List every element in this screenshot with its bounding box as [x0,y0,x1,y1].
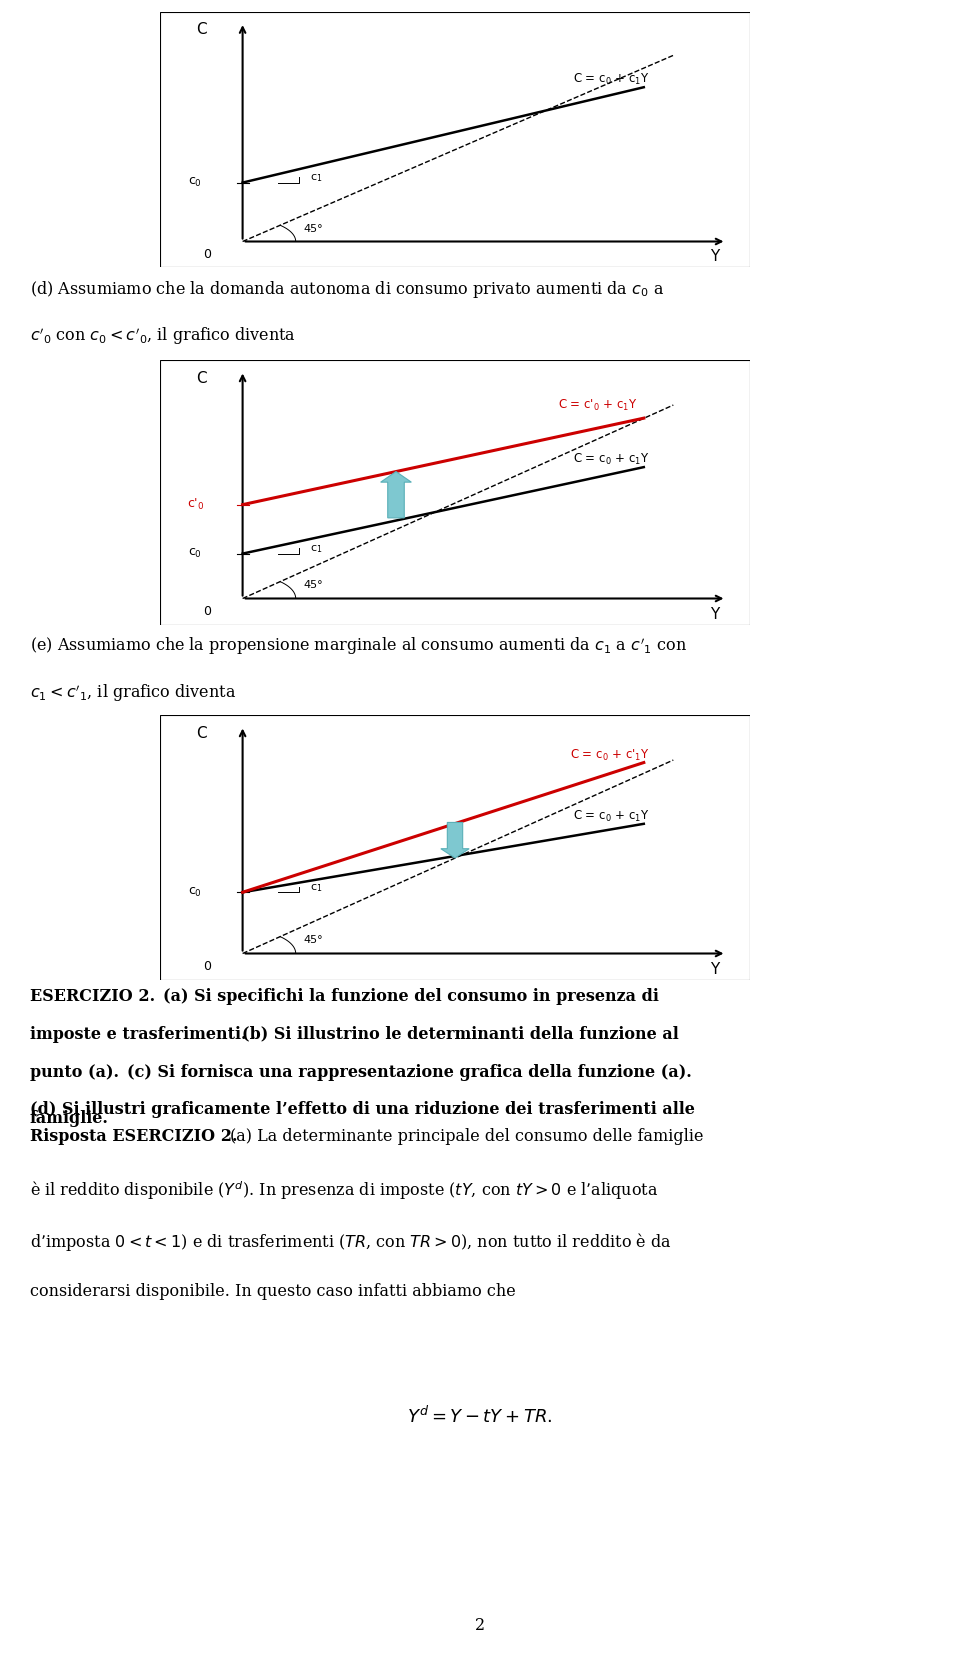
Text: imposte e trasferimenti.: imposte e trasferimenti. [30,1025,247,1042]
Text: d’imposta $0 < t < 1$) e di trasferimenti ($TR$, con $TR > 0$), non tutto il red: d’imposta $0 < t < 1$) e di trasferiment… [30,1231,672,1254]
Text: ESERCIZIO 2.: ESERCIZIO 2. [30,987,156,1006]
Text: C: C [196,370,206,385]
Text: C = c'$_0$ + c$_1$Y: C = c'$_0$ + c$_1$Y [559,397,637,414]
Text: c$_1$: c$_1$ [310,882,323,893]
Text: C: C [196,726,206,741]
Text: 0: 0 [204,961,211,973]
Text: Y: Y [710,250,719,265]
Text: 45°: 45° [303,581,324,590]
Text: 45°: 45° [303,223,324,233]
Text: $c'_0$ con $c_0 < c'_0$, il grafico diventa: $c'_0$ con $c_0 < c'_0$, il grafico dive… [30,326,296,347]
Text: Y: Y [710,963,719,978]
Text: considerarsi disponibile. In questo caso infatti abbiamo che: considerarsi disponibile. In questo caso… [30,1284,516,1300]
Text: C = c$_0$ + c$_1$Y: C = c$_0$ + c$_1$Y [573,809,650,824]
FancyArrow shape [441,822,469,858]
Text: C = c$_0$ + c$_1$Y: C = c$_0$ + c$_1$Y [573,73,650,88]
Text: c$_0$: c$_0$ [188,175,203,189]
Text: Y: Y [710,607,719,622]
Text: C = c$_0$ + c'$_1$Y: C = c$_0$ + c'$_1$Y [570,748,650,762]
Text: (d) Assumiamo che la domanda autonoma di consumo privato aumenti da $c_0$ a: (d) Assumiamo che la domanda autonoma di… [30,280,664,299]
Text: 2: 2 [475,1616,485,1634]
Text: $Y^d = Y - tY + TR.$: $Y^d = Y - tY + TR.$ [407,1406,553,1427]
Text: 0: 0 [204,605,211,619]
Text: (d) Si illustri graficamente l’effetto di una riduzione dei trasferimenti alle: (d) Si illustri graficamente l’effetto d… [30,1102,695,1118]
Text: (a) Si specifichi la funzione del consumo in presenza di: (a) Si specifichi la funzione del consum… [163,987,660,1006]
Text: famiglie.: famiglie. [30,1110,108,1126]
Text: (b) Si illustrino le determinanti della funzione al: (b) Si illustrino le determinanti della … [242,1025,679,1042]
Text: c$_0$: c$_0$ [188,547,203,561]
FancyArrow shape [381,471,411,518]
Text: (e) Assumiamo che la propensione marginale al consumo aumenti da $c_1$ a $c'_1$ : (e) Assumiamo che la propensione margina… [30,635,687,657]
Text: punto (a).: punto (a). [30,1064,119,1080]
Text: Risposta ESERCIZIO 2.: Risposta ESERCIZIO 2. [30,1128,237,1145]
Text: 45°: 45° [303,935,324,944]
Text: c$_1$: c$_1$ [310,543,323,554]
Text: c$_1$: c$_1$ [310,172,323,184]
Text: 0: 0 [204,248,211,261]
Text: c'$_0$: c'$_0$ [186,498,204,513]
Text: (a) La determinante principale del consumo delle famiglie: (a) La determinante principale del consu… [229,1128,704,1145]
Text: C: C [196,23,206,38]
Text: C = c$_0$ + c$_1$Y: C = c$_0$ + c$_1$Y [573,452,650,466]
Text: (c) Si fornisca una rappresentazione grafica della funzione (a).: (c) Si fornisca una rappresentazione gra… [127,1064,692,1080]
Text: $c_1 < c'_1$, il grafico diventa: $c_1 < c'_1$, il grafico diventa [30,683,236,705]
Text: è il reddito disponibile ($Y^d$). In presenza di imposte ($tY$, con $tY > 0$ e l: è il reddito disponibile ($Y^d$). In pre… [30,1179,659,1202]
Text: c$_0$: c$_0$ [188,887,203,898]
